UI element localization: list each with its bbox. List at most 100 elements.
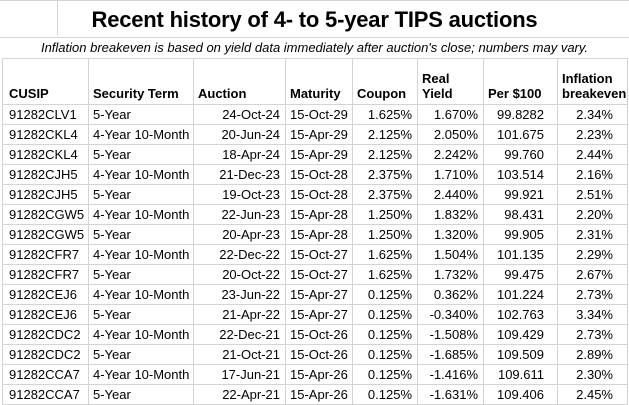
cell-security-term: 4-Year 10-Month: [88, 364, 194, 385]
cell-per-100: 99.760: [483, 144, 558, 165]
cell-inflation-breakeven: 2.45%: [557, 384, 628, 405]
cell-coupon: 2.375%: [352, 164, 418, 185]
cell-security-term: 5-Year: [88, 384, 194, 405]
cell-maturity-date: 15-Apr-28: [285, 224, 353, 245]
cell-coupon: 0.125%: [352, 324, 418, 345]
cell-per-100: 99.475: [483, 264, 558, 285]
column-header-real-yield: Real Yield: [417, 58, 484, 105]
cell-auction-date: 21-Oct-21: [193, 344, 286, 365]
column-header-maturity: Maturity: [285, 58, 353, 105]
cell-auction-date: 22-Dec-22: [193, 244, 286, 265]
table-row: 91282CKL4 4-Year 10-Month 20-Jun-24 15-A…: [2, 124, 628, 145]
cell-real-yield: 1.832%: [417, 204, 484, 225]
column-header-security-term: Security Term: [88, 58, 194, 105]
cell-cusip: 91282CKL4: [2, 124, 89, 145]
cell-auction-date: 20-Oct-22: [193, 264, 286, 285]
cell-security-term: 4-Year 10-Month: [88, 204, 194, 225]
cell-maturity-date: 15-Oct-27: [285, 264, 353, 285]
cell-coupon: 2.125%: [352, 124, 418, 145]
cell-per-100: 109.509: [483, 344, 558, 365]
cell-per-100: 109.429: [483, 324, 558, 345]
cell-per-100: 109.406: [483, 384, 558, 405]
table-row: 91282CJH5 5-Year 19-Oct-23 15-Oct-28 2.3…: [2, 184, 628, 205]
cell-auction-date: 17-Jun-21: [193, 364, 286, 385]
cell-cusip: 91282CJH5: [2, 184, 89, 205]
cell-security-term: 5-Year: [88, 304, 194, 325]
cell-inflation-breakeven: 2.20%: [557, 204, 628, 225]
cell-coupon: 2.375%: [352, 184, 418, 205]
cell-real-yield: 1.732%: [417, 264, 484, 285]
cell-real-yield: 1.504%: [417, 244, 484, 265]
cell-auction-date: 19-Oct-23: [193, 184, 286, 205]
cell-coupon: 0.125%: [352, 384, 418, 405]
page-subtitle: Inflation breakeven is based on yield da…: [0, 37, 629, 58]
title-gridline-artifact: [57, 0, 58, 36]
cell-maturity-date: 15-Apr-29: [285, 144, 353, 165]
cell-cusip: 91282CLV1: [2, 104, 89, 125]
cell-cusip: 91282CEJ6: [2, 304, 89, 325]
header-row: CUSIP Security Term Auction Maturity Cou…: [2, 58, 628, 105]
table-row: 91282CCA7 4-Year 10-Month 17-Jun-21 15-A…: [2, 364, 628, 385]
cell-real-yield: 1.670%: [417, 104, 484, 125]
cell-real-yield: 2.242%: [417, 144, 484, 165]
cell-per-100: 102.763: [483, 304, 558, 325]
cell-coupon: 1.625%: [352, 104, 418, 125]
cell-cusip: 91282CGW5: [2, 224, 89, 245]
cell-auction-date: 20-Apr-23: [193, 224, 286, 245]
cell-security-term: 5-Year: [88, 264, 194, 285]
cell-security-term: 5-Year: [88, 104, 194, 125]
cell-cusip: 91282CDC2: [2, 324, 89, 345]
cell-inflation-breakeven: 2.29%: [557, 244, 628, 265]
cell-inflation-breakeven: 2.16%: [557, 164, 628, 185]
cell-auction-date: 21-Dec-23: [193, 164, 286, 185]
cell-coupon: 0.125%: [352, 304, 418, 325]
cell-cusip: 91282CKL4: [2, 144, 89, 165]
table-row: 91282CDC2 5-Year 21-Oct-21 15-Oct-26 0.1…: [2, 344, 628, 365]
cell-inflation-breakeven: 2.34%: [557, 104, 628, 125]
cell-inflation-breakeven: 2.89%: [557, 344, 628, 365]
cell-per-100: 103.514: [483, 164, 558, 185]
cell-maturity-date: 15-Apr-27: [285, 304, 353, 325]
cell-inflation-breakeven: 3.34%: [557, 304, 628, 325]
cell-maturity-date: 15-Oct-28: [285, 184, 353, 205]
table-row: 91282CEJ6 4-Year 10-Month 23-Jun-22 15-A…: [2, 284, 628, 305]
cell-auction-date: 24-Oct-24: [193, 104, 286, 125]
cell-per-100: 101.224: [483, 284, 558, 305]
column-header-cusip: CUSIP: [2, 58, 89, 105]
cell-auction-date: 22-Apr-21: [193, 384, 286, 405]
cell-cusip: 91282CEJ6: [2, 284, 89, 305]
cell-per-100: 101.675: [483, 124, 558, 145]
cell-coupon: 1.250%: [352, 204, 418, 225]
cell-security-term: 4-Year 10-Month: [88, 244, 194, 265]
cell-real-yield: -1.685%: [417, 344, 484, 365]
cell-inflation-breakeven: 2.23%: [557, 124, 628, 145]
cell-auction-date: 22-Jun-23: [193, 204, 286, 225]
cell-cusip: 91282CFR7: [2, 264, 89, 285]
page-title: Recent history of 4- to 5-year TIPS auct…: [0, 0, 629, 37]
cell-real-yield: 1.320%: [417, 224, 484, 245]
cell-auction-date: 20-Jun-24: [193, 124, 286, 145]
cell-auction-date: 21-Apr-22: [193, 304, 286, 325]
table-row: 91282CLV1 5-Year 24-Oct-24 15-Oct-29 1.6…: [2, 104, 628, 125]
cell-real-yield: -1.631%: [417, 384, 484, 405]
cell-maturity-date: 15-Oct-28: [285, 164, 353, 185]
cell-coupon: 1.625%: [352, 244, 418, 265]
cell-maturity-date: 15-Oct-26: [285, 324, 353, 345]
cell-maturity-date: 15-Apr-29: [285, 124, 353, 145]
table-row: 91282CKL4 5-Year 18-Apr-24 15-Apr-29 2.1…: [2, 144, 628, 165]
cell-coupon: 0.125%: [352, 284, 418, 305]
cell-security-term: 5-Year: [88, 184, 194, 205]
cell-cusip: 91282CGW5: [2, 204, 89, 225]
cell-security-term: 5-Year: [88, 144, 194, 165]
cell-cusip: 91282CJH5: [2, 164, 89, 185]
cell-real-yield: -1.508%: [417, 324, 484, 345]
cell-real-yield: 0.362%: [417, 284, 484, 305]
cell-inflation-breakeven: 2.73%: [557, 284, 628, 305]
cell-maturity-date: 15-Apr-28: [285, 204, 353, 225]
cell-coupon: 1.250%: [352, 224, 418, 245]
cell-inflation-breakeven: 2.67%: [557, 264, 628, 285]
cell-maturity-date: 15-Apr-26: [285, 384, 353, 405]
cell-maturity-date: 15-Oct-29: [285, 104, 353, 125]
table-row: 91282CEJ6 5-Year 21-Apr-22 15-Apr-27 0.1…: [2, 304, 628, 325]
cell-coupon: 1.625%: [352, 264, 418, 285]
